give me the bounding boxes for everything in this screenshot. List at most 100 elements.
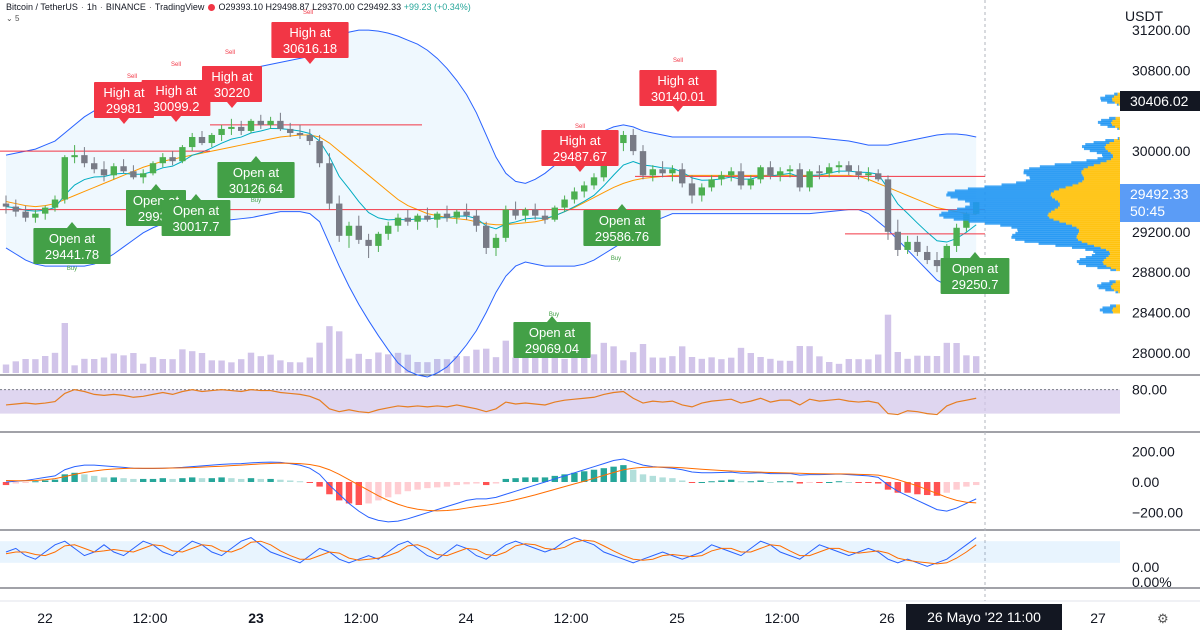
vpvr-bar: [1100, 245, 1120, 249]
vpvr-bar: [1052, 195, 1120, 199]
macd-bar: [914, 482, 921, 495]
candle: [483, 225, 490, 248]
macd-bar: [659, 477, 666, 482]
macd-bar: [502, 478, 509, 482]
vpvr-bar: [1102, 306, 1113, 310]
vpvr-bar: [1017, 229, 1080, 233]
time-axis-label: 12:00: [343, 610, 378, 626]
vpvr-bar: [1076, 235, 1120, 239]
signal-label-price: 30099.2: [153, 99, 200, 114]
vpvr-bar: [967, 187, 1060, 191]
macd-bar: [669, 478, 676, 482]
candle: [933, 260, 941, 267]
volume-bar: [581, 357, 588, 373]
price-change: +99.23 (+0.34%): [403, 2, 471, 12]
time-axis-label: 22: [37, 610, 53, 626]
candle: [208, 134, 215, 144]
volume-bar: [473, 349, 480, 373]
signal-word: Sell: [303, 10, 313, 16]
volume-bar: [600, 342, 607, 373]
vpvr-bar: [1072, 223, 1120, 227]
volume-bar: [316, 342, 323, 373]
volume-bar: [973, 356, 980, 373]
candle: [120, 166, 127, 172]
candle: [247, 120, 255, 131]
candle: [189, 136, 196, 148]
vpvr-bar: [1038, 241, 1088, 245]
vpvr-bar: [1106, 159, 1120, 163]
volume-bar: [561, 358, 568, 373]
gear-icon[interactable]: ⚙: [1157, 611, 1169, 626]
macd-bar: [532, 477, 539, 482]
candle: [924, 251, 931, 261]
time-axis-label: 27: [1090, 610, 1106, 626]
macd-bar: [865, 482, 872, 483]
vpvr-bar: [1016, 181, 1079, 185]
candle: [267, 120, 274, 125]
macd-bar: [679, 480, 686, 482]
candle: [571, 191, 578, 200]
candle: [238, 126, 245, 131]
candle: [708, 179, 715, 188]
volume-bar: [2, 364, 10, 373]
vpvr-bar: [1106, 247, 1120, 251]
vpvr-bar: [1087, 241, 1120, 245]
candle: [855, 171, 862, 176]
vpvr-bar: [1076, 233, 1120, 237]
vpvr-bar: [957, 207, 1055, 211]
vpvr-bar: [1078, 231, 1120, 235]
signal-label-price: 30017.7: [173, 219, 220, 234]
macd-bar: [541, 477, 549, 482]
interval-label[interactable]: 1h: [86, 2, 97, 12]
macd-bar: [737, 481, 745, 483]
signal-label-box: [33, 228, 111, 264]
vpvr-bar: [1103, 258, 1120, 262]
macd-bar: [943, 482, 950, 493]
chevron-down-icon[interactable]: ⌄: [6, 14, 13, 23]
candle: [434, 213, 441, 220]
symbol-name[interactable]: Bitcoin / TetherUS: [6, 2, 78, 12]
signal-label-price: 30220: [214, 85, 250, 100]
indicator-legend[interactable]: ⌄ 5: [6, 14, 19, 23]
candle: [326, 163, 333, 204]
vpvr-bar: [1085, 143, 1107, 147]
vpvr-bar: [968, 219, 1060, 223]
candle: [287, 128, 294, 133]
macd-bar: [169, 478, 176, 482]
candle: [42, 207, 49, 214]
candle: [414, 215, 421, 222]
candle: [551, 207, 558, 220]
volume-bar: [522, 356, 529, 373]
macd-bar: [933, 482, 941, 496]
candle: [826, 167, 833, 174]
vpvr-bar: [1114, 100, 1120, 104]
vpvr-bar: [1100, 122, 1113, 126]
vpvr-bar: [948, 209, 1052, 213]
macd-bar: [875, 482, 882, 484]
candles: [2, 112, 980, 273]
vpvr-bar: [1071, 245, 1101, 249]
vpvr-bar: [1106, 143, 1120, 147]
vpvr-bar: [1081, 145, 1105, 149]
volume-bar: [208, 360, 215, 373]
signal-label-text: Open at: [49, 231, 96, 246]
volume-bar: [110, 353, 117, 373]
candle: [257, 120, 264, 125]
volume-bar: [541, 354, 549, 373]
macd-bar: [522, 477, 529, 482]
volume-bar: [630, 352, 637, 373]
signal-word: Buy: [251, 198, 261, 204]
volume-bar: [884, 314, 892, 373]
macd-bar: [336, 482, 343, 501]
macd-bar: [208, 478, 215, 482]
vpvr-bar: [1059, 187, 1120, 191]
macd-bar: [473, 482, 480, 484]
last-price-tag: 29492.33 50:45: [1120, 184, 1200, 222]
volume-bar: [345, 358, 353, 373]
volume-bar: [169, 359, 176, 373]
candle: [786, 169, 794, 172]
volume-bar: [247, 352, 255, 373]
candle: [140, 173, 147, 178]
macd-bar: [904, 482, 911, 493]
